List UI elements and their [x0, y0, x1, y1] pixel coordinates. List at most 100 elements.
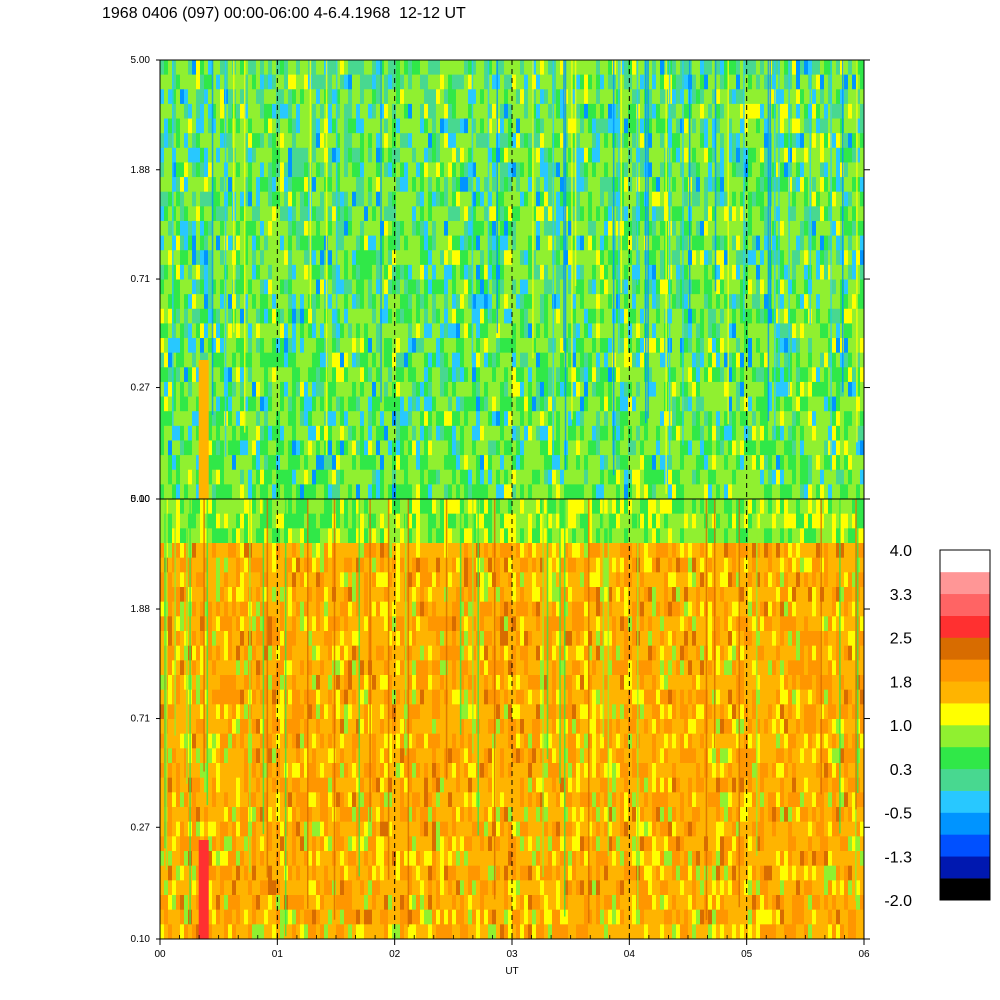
spectrogram-cell — [356, 206, 360, 222]
spectrogram-cell — [480, 133, 484, 149]
spectrogram-cell — [436, 74, 440, 90]
spectrogram-cell — [812, 469, 816, 485]
spectrogram-cell — [732, 338, 736, 354]
spectrogram-cell — [460, 484, 464, 500]
spectrogram-cell — [652, 367, 656, 383]
spectrogram-cell — [256, 484, 260, 500]
spectrogram-cell — [456, 294, 460, 310]
spectrogram-cell — [544, 279, 548, 295]
spectrogram-cell — [524, 469, 528, 485]
spectrogram-cell — [764, 308, 768, 324]
spectrogram-cell — [316, 103, 320, 120]
spectrogram-cell — [276, 323, 280, 339]
spectrogram-cell — [676, 162, 680, 178]
spectrogram-cell — [176, 250, 180, 266]
spectrogram-cell — [408, 147, 412, 163]
spectrogram-cell — [220, 89, 224, 105]
spectrogram-cell — [708, 323, 712, 339]
spectrogram-cell — [652, 220, 656, 237]
spectrogram-cell — [804, 147, 808, 163]
spectrogram-cell — [772, 294, 776, 310]
spectrogram-cell — [532, 74, 536, 90]
spectrogram-cell — [364, 74, 368, 90]
spectrogram-cell — [560, 264, 564, 280]
spectrogram-cell — [364, 206, 368, 222]
spectrogram-cell — [780, 425, 784, 441]
spectrogram-cell — [728, 381, 732, 398]
spectrogram-cell — [524, 264, 528, 280]
spectrogram-cell — [164, 89, 168, 105]
spectrogram-cell — [436, 308, 440, 324]
spectrogram-cell — [216, 264, 220, 280]
spectrogram-cell — [768, 381, 772, 398]
spectrogram-cell — [384, 235, 388, 251]
spectrogram-cell — [736, 440, 740, 456]
spectrogram-cell — [344, 250, 348, 266]
spectrogram-cell — [668, 469, 672, 485]
spectrogram-cell — [312, 177, 316, 193]
spectrogram-cell — [796, 103, 800, 120]
spectrogram-cell — [192, 250, 196, 266]
spectrogram-cell — [204, 103, 208, 120]
spectrogram-cell — [520, 323, 524, 339]
spectrogram-cell — [456, 60, 460, 76]
spectrogram-cell — [448, 469, 452, 485]
spectrogram-cell — [496, 396, 500, 412]
spectrogram-cell — [520, 396, 524, 412]
spectrogram-cell — [532, 118, 536, 134]
spectrogram-cell — [384, 264, 388, 280]
spectrogram-cell — [284, 74, 288, 90]
spectrogram-cell — [164, 250, 168, 266]
spectrogram-cell — [236, 177, 240, 193]
spectrogram-cell — [292, 425, 296, 441]
spectrogram-cell — [416, 396, 420, 412]
spectrogram-cell — [252, 133, 256, 149]
spectrogram-cell — [208, 294, 212, 310]
spectrogram-cell — [320, 118, 324, 134]
spectrogram-cell — [596, 264, 600, 280]
spectrogram-cell — [540, 162, 544, 178]
spectrogram-cell — [440, 235, 444, 251]
spectrogram-cell — [364, 133, 368, 149]
spectrogram-cell — [632, 294, 636, 310]
spectrogram-cell — [536, 469, 540, 485]
spectrogram-cell — [624, 264, 628, 280]
spectrogram-cell — [804, 264, 808, 280]
spectrogram-cell — [700, 147, 704, 163]
spectrogram-cell — [816, 425, 820, 441]
spectrogram-cell — [536, 396, 540, 412]
spectrogram-cell — [704, 484, 708, 500]
spectrogram-cell — [512, 191, 516, 207]
spectrogram-cell — [484, 425, 488, 441]
spectrogram-cell — [740, 484, 744, 500]
spectrogram-cell — [392, 133, 396, 149]
spectrogram-cell — [624, 367, 628, 383]
spectrogram-cell — [316, 89, 320, 105]
spectrogram-cell — [504, 294, 508, 310]
spectrogram-cell — [576, 60, 580, 76]
spectrogram-cell — [212, 425, 216, 441]
spectrogram-cell — [184, 396, 188, 412]
spectrogram-cell — [488, 74, 492, 90]
spectrogram-cell — [308, 440, 312, 456]
spectrogram-cell — [508, 162, 512, 178]
spectrogram-cell — [456, 103, 460, 120]
spectrogram-cell — [776, 294, 780, 310]
spectrogram-cell — [308, 352, 312, 368]
spectrogram-cell — [200, 162, 204, 178]
spectrogram-cell — [588, 235, 592, 251]
spectrogram-cell — [756, 367, 760, 383]
spectrogram-cell — [816, 206, 820, 222]
spectrogram-cell — [420, 411, 424, 427]
spectrogram-cell — [628, 323, 632, 339]
spectrogram-cell — [252, 323, 256, 339]
spectrogram-cell — [556, 147, 560, 163]
spectrogram-cell — [404, 294, 408, 310]
spectrogram-cell — [720, 147, 724, 163]
spectrogram-cell — [568, 484, 572, 500]
spectrogram-cell — [512, 440, 516, 456]
spectrogram-cell — [372, 411, 376, 427]
spectrogram-cell — [236, 118, 240, 134]
spectrogram-cell — [720, 396, 724, 412]
spectrogram-cell — [656, 118, 660, 134]
